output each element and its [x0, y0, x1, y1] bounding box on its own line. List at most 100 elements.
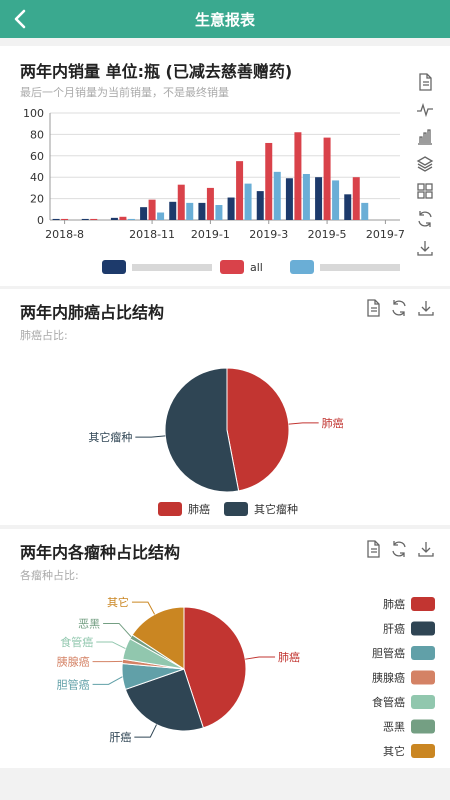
pie-label-line	[288, 422, 319, 425]
restore-button[interactable]	[415, 209, 435, 229]
save-image-button[interactable]	[415, 238, 435, 258]
bar	[140, 207, 148, 220]
bar	[294, 132, 302, 220]
legend-swatch	[411, 597, 435, 611]
pie-label: 胰腺癌	[57, 655, 90, 669]
legend-swatch	[411, 744, 435, 758]
refresh-icon	[392, 541, 406, 557]
legend-swatch	[102, 260, 126, 274]
bar	[81, 218, 89, 220]
pie-label-line	[245, 656, 276, 660]
download-icon	[417, 241, 433, 256]
lung-card-subtitle: 肺癌占比:	[20, 329, 68, 342]
legend-swatch	[290, 260, 314, 274]
bar	[344, 194, 352, 220]
pie-slice	[183, 606, 247, 729]
pie-label-line	[134, 724, 157, 738]
bar	[265, 142, 273, 220]
pie-label: 其它瘤种	[88, 430, 132, 444]
bar-chart-button[interactable]	[415, 127, 435, 147]
bar	[215, 205, 223, 220]
legend-label-redacted	[320, 264, 400, 271]
document-icon	[367, 540, 380, 558]
legend-label: 肝癌	[383, 622, 405, 636]
x-tick-label: 2018-11	[129, 228, 175, 241]
layers-icon	[416, 156, 434, 172]
data-view-button[interactable]	[363, 298, 383, 318]
bar	[236, 161, 244, 220]
back-button[interactable]	[8, 6, 34, 32]
x-tick-label: 2019-7	[366, 228, 405, 241]
data-view-button[interactable]	[415, 72, 435, 92]
sales-bar-chart: 0 20 40 60 80 100 2018-8 2018-11 2019-1 2019-3 201…	[23, 107, 405, 274]
refresh-icon	[392, 300, 406, 316]
bar	[285, 178, 293, 220]
restore-button[interactable]	[389, 298, 409, 318]
sales-card: 两年内销量 单位:瓶 (已减去慈善赠药) 最后一个月销量为当前销量，不是最终销量…	[0, 46, 450, 286]
bar-chart-icon	[418, 129, 432, 145]
bar	[352, 177, 360, 220]
legend-swatch	[411, 670, 435, 685]
save-image-button[interactable]	[416, 539, 436, 559]
line-chart-icon	[417, 102, 433, 118]
bar	[52, 218, 60, 220]
legend-label: 胆管癌	[372, 646, 405, 660]
bar	[256, 191, 264, 220]
bar	[90, 218, 98, 220]
sales-card-title: 两年内销量 单位:瓶 (已减去慈善赠药)	[20, 62, 293, 81]
y-tick-label: 80	[30, 128, 44, 141]
legend-swatch	[224, 502, 248, 516]
bar	[273, 171, 281, 220]
bar	[227, 197, 235, 220]
bar	[332, 180, 340, 220]
legend-label-redacted	[132, 264, 212, 271]
pie-label-line	[135, 435, 166, 438]
legend-swatch	[158, 502, 182, 516]
legend-label: all	[250, 261, 263, 274]
bar	[198, 202, 206, 220]
data-view-button[interactable]	[363, 539, 383, 559]
pie-slice	[124, 668, 204, 732]
y-tick-label: 100	[23, 107, 44, 120]
x-tick-label: 2018-8	[45, 228, 84, 241]
x-tick-label: 2019-5	[308, 228, 347, 241]
download-icon	[418, 542, 434, 557]
bar	[244, 183, 252, 220]
pie-label: 肺癌	[278, 650, 300, 664]
legend-label: 肺癌	[188, 502, 210, 516]
pie-slice	[164, 367, 240, 493]
stack-button[interactable]	[415, 154, 435, 174]
bar	[119, 216, 127, 220]
pie-label-line	[131, 601, 156, 615]
bar	[177, 184, 185, 220]
pie-slice	[131, 606, 185, 670]
bar	[169, 201, 177, 220]
legend-swatch	[411, 621, 435, 636]
y-tick-label: 20	[30, 193, 44, 206]
legend-swatch	[411, 695, 435, 709]
legend-label: 恶黑	[383, 721, 405, 734]
restore-button[interactable]	[389, 539, 409, 559]
tumor-card-title: 两年内各瘤种占比结构	[20, 543, 181, 562]
pie-label: 其它	[107, 595, 129, 609]
y-tick-label: 40	[30, 171, 44, 184]
save-image-button[interactable]	[416, 298, 436, 318]
tiled-button[interactable]	[415, 181, 435, 201]
bar	[148, 199, 156, 220]
chevron-left-icon	[14, 9, 26, 29]
pie-label: 胆管癌	[57, 677, 90, 691]
legend-swatch	[220, 260, 244, 274]
document-icon	[367, 299, 380, 317]
download-icon	[418, 301, 434, 316]
grid-icon	[417, 183, 433, 199]
pie-label: 肝癌	[109, 730, 131, 744]
pie-label-line	[103, 622, 132, 638]
app-header: 生意报表	[0, 0, 450, 38]
legend-label: 其它	[383, 744, 405, 758]
line-chart-button[interactable]	[415, 100, 435, 120]
bar	[323, 137, 331, 220]
tumor-card-subtitle: 各瘤种占比:	[20, 569, 79, 582]
page-title: 生意报表	[194, 11, 255, 29]
